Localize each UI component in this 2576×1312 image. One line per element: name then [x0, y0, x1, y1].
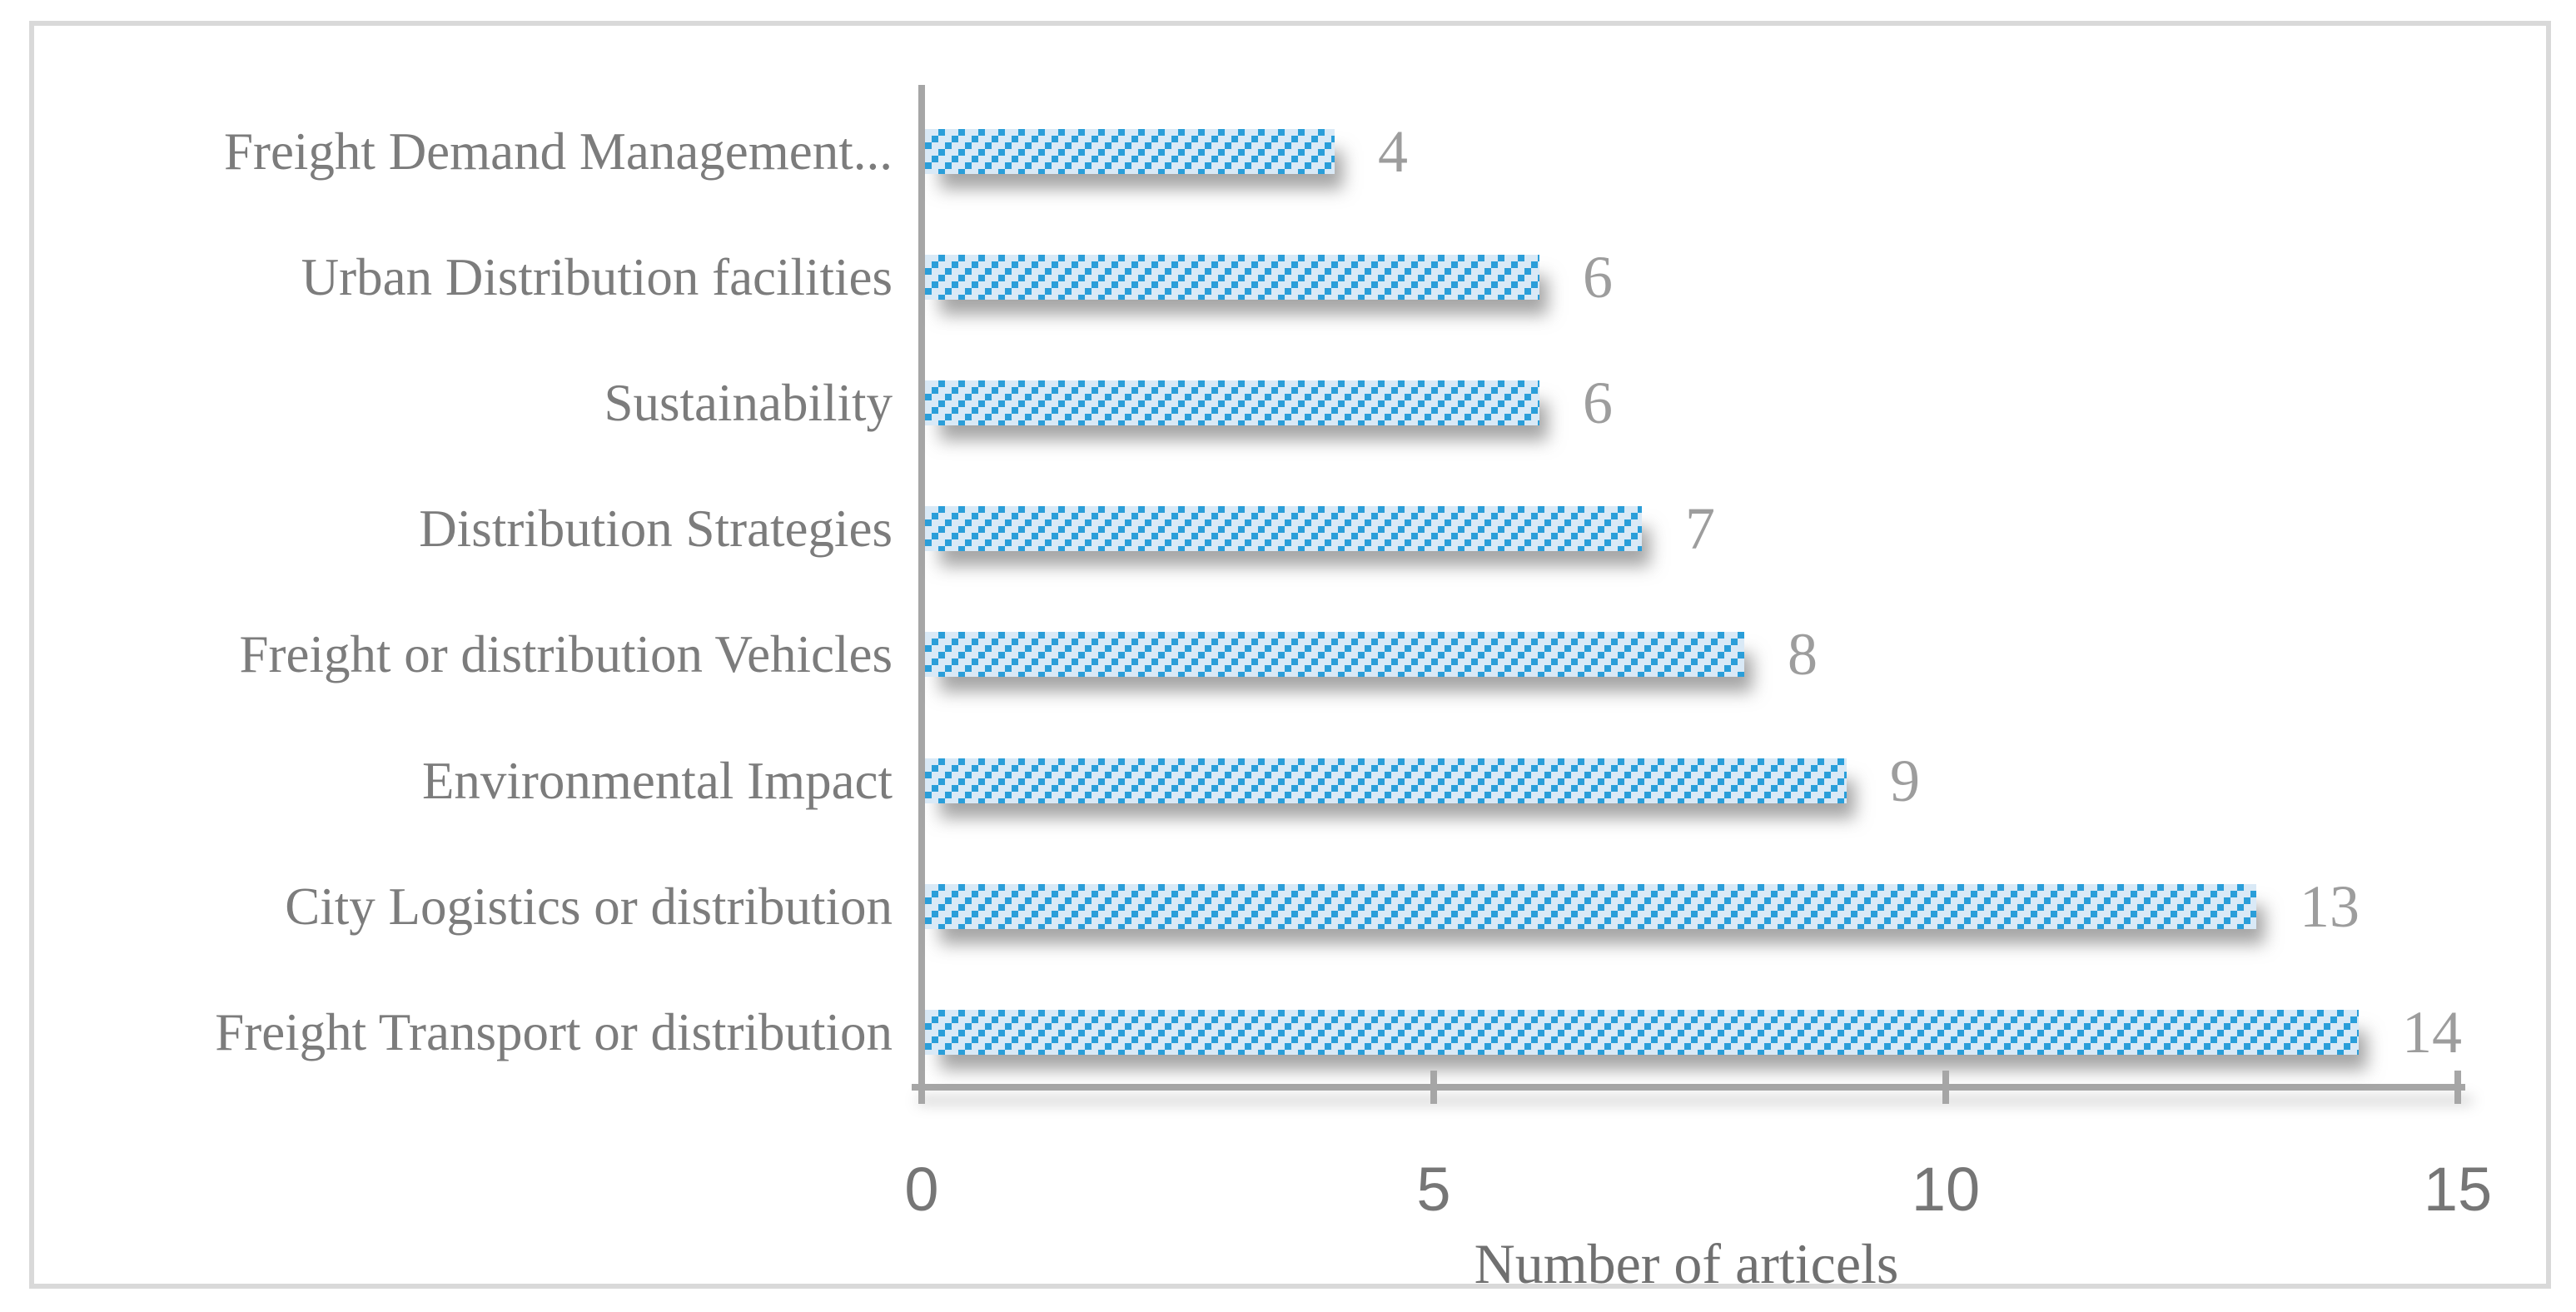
x-tick-mark [918, 1071, 925, 1104]
category-label: Freight Demand Management... [223, 122, 893, 181]
bar [925, 129, 1335, 174]
bar [925, 255, 1539, 301]
x-tick-label: 0 [904, 1155, 939, 1224]
x-tick-mark [2454, 1071, 2461, 1104]
y-axis-line [918, 85, 925, 1091]
bar [925, 632, 1744, 678]
value-label: 7 [1685, 495, 1715, 563]
category-label: Environmental Impact [421, 751, 893, 810]
bar [925, 1009, 2359, 1055]
x-tick-label: 10 [1911, 1155, 1981, 1224]
x-tick-label: 15 [2423, 1155, 2493, 1224]
x-axis-title: Number of articels [1474, 1232, 1899, 1295]
category-label: Urban Distribution facilities [301, 248, 893, 307]
value-label: 4 [1378, 118, 1408, 185]
bar [925, 758, 1847, 803]
x-axis-line [912, 1084, 2465, 1091]
x-tick-label: 5 [1416, 1155, 1451, 1224]
value-label: 13 [2300, 872, 2360, 940]
value-label: 6 [1583, 244, 1613, 311]
x-tick-mark [1942, 1071, 1949, 1104]
value-label: 9 [1890, 747, 1920, 814]
bar [925, 883, 2256, 929]
category-label: City Logistics or distribution [285, 877, 893, 936]
bar [925, 506, 1642, 552]
value-label: 14 [2402, 998, 2462, 1066]
category-label: Freight or distribution Vehicles [239, 625, 893, 684]
category-label: Freight Transport or distribution [215, 1002, 893, 1061]
category-label: Sustainability [604, 374, 893, 433]
chart-border-frame [29, 21, 2551, 1289]
bar [925, 380, 1539, 426]
value-label: 6 [1583, 370, 1613, 437]
category-label: Distribution Strategies [419, 499, 893, 559]
x-tick-mark [1430, 1071, 1437, 1104]
value-label: 8 [1788, 621, 1818, 688]
